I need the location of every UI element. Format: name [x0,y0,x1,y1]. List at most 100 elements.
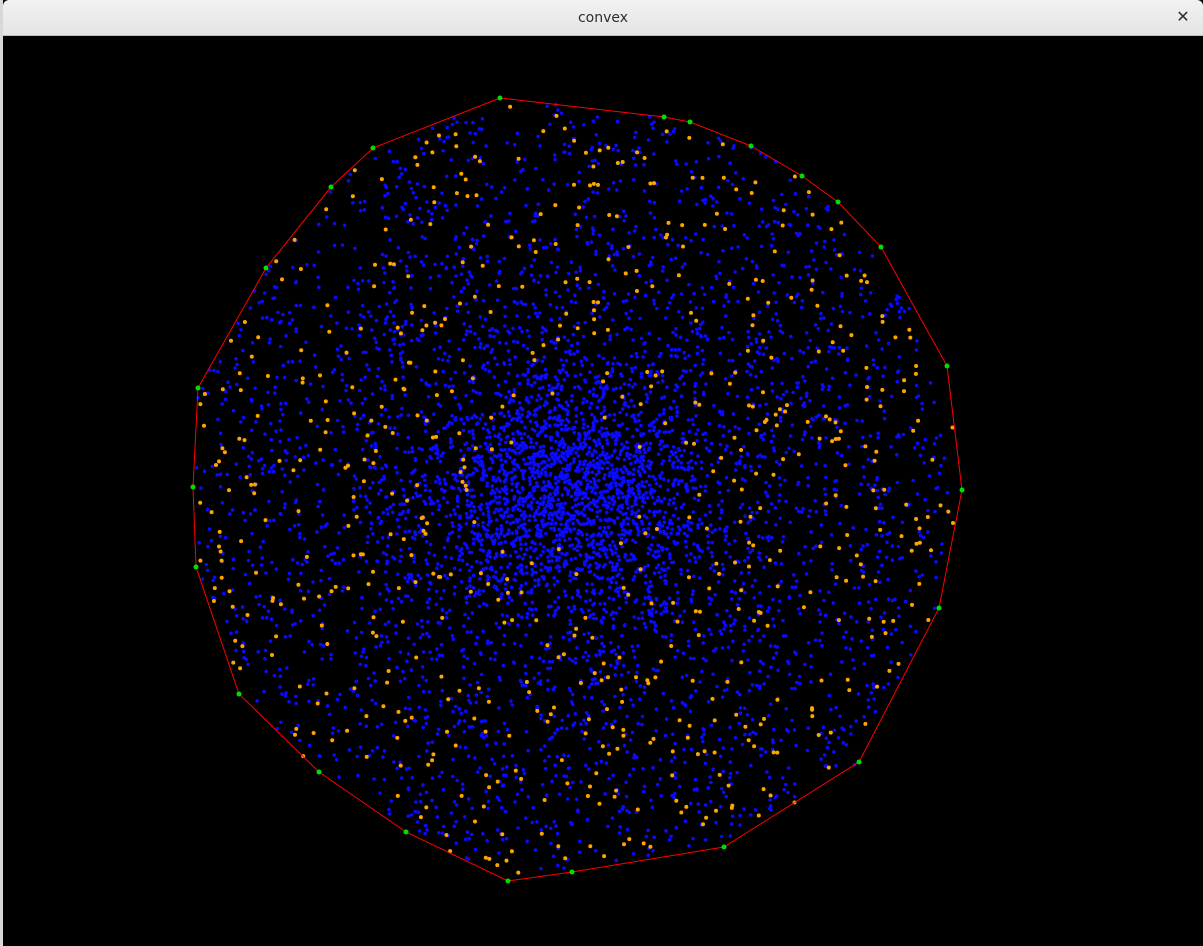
interior-point [896,544,901,549]
interior-point [655,417,659,422]
interior-point [771,434,776,438]
interior-point [507,595,512,600]
title-bar[interactable]: convex ✕ [3,0,1203,36]
interior-point [640,504,645,509]
interior-point [728,623,733,628]
interior-point [729,589,734,594]
interior-point [540,428,544,432]
interior-point [587,389,592,394]
interior-point [204,562,209,567]
interior-point [305,263,309,267]
interior-point [926,530,930,534]
interior-point [244,657,248,661]
interior-point [581,334,586,339]
interior-point [470,275,474,279]
interior-point [570,659,575,663]
interior-point [451,757,455,762]
interior-point [876,495,880,500]
interior-point [330,370,335,375]
interior-point [583,563,587,567]
interior-point [733,618,737,622]
interior-point [495,795,500,800]
interior-point [440,831,445,835]
interior-point [743,590,747,595]
interior-point [478,315,483,319]
interior-point [290,265,295,270]
close-button[interactable]: ✕ [1169,4,1197,32]
interior-point [380,206,385,210]
interior-point [530,506,534,511]
interior-point [820,631,824,635]
interior-point [368,486,372,490]
interior-point [820,387,825,392]
interior-point [598,315,602,319]
interior-point [510,703,514,707]
interior-point [647,331,651,336]
interior-point [419,333,424,338]
interior-point [817,608,821,612]
interior-point [592,550,596,555]
interior-point [858,268,863,273]
interior-point [559,726,564,730]
interior-point [731,412,736,416]
interior-point [270,560,274,565]
interior-point [644,515,649,520]
interior-point [788,434,793,438]
plot-canvas[interactable] [3,36,1203,946]
interior-point [468,324,472,329]
interior-point [871,682,875,686]
interior-point [643,341,647,345]
interior-point [691,836,695,841]
interior-point [517,325,522,330]
interior-point [432,347,437,352]
interior-point [453,395,458,400]
interior-point [654,565,659,570]
interior-point [406,786,411,790]
interior-point [400,324,405,329]
interior-point [529,546,533,550]
interior-point [529,363,534,368]
interior-point [278,344,283,349]
interior-point [392,329,397,334]
interior-point [465,830,470,834]
interior-point [579,545,583,549]
interior-point [529,591,533,595]
interior-point [620,633,624,638]
interior-point [786,766,791,770]
interior-point [549,826,553,831]
interior-point [602,342,607,346]
interior-point [543,434,548,438]
interior-point [939,463,943,468]
interior-point [556,479,561,483]
interior-point [417,530,422,535]
interior-point [629,309,633,313]
interior-point [728,555,732,559]
interior-point [687,354,691,358]
interior-point [724,295,728,300]
interior-point [633,626,637,630]
interior-point [611,575,615,580]
interior-point [774,312,778,316]
interior-point [672,479,677,483]
interior-point [470,444,475,448]
interior-point [220,501,225,505]
interior-point [546,687,550,692]
interior-point [747,201,752,206]
interior-point [735,394,740,399]
interior-point [611,624,616,628]
interior-point [679,505,684,510]
interior-point [462,719,467,723]
interior-point [485,259,490,263]
interior-point [555,727,560,732]
interior-point [479,502,484,507]
interior-point [234,357,238,361]
interior-point [510,598,514,603]
interior-point [472,531,477,536]
interior-point [702,292,707,297]
interior-point [495,527,500,531]
interior-point [448,626,452,630]
interior-point [852,267,857,272]
interior-point [823,613,828,617]
interior-point [397,525,401,529]
interior-point [786,250,790,255]
